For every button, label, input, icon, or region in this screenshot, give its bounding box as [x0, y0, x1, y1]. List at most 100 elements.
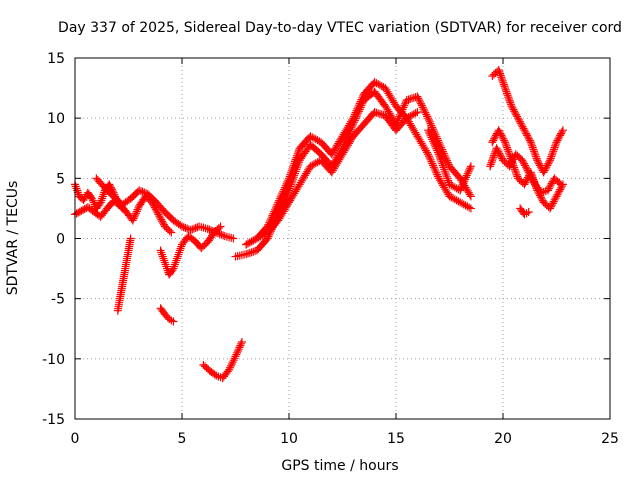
- data-point: [232, 350, 241, 359]
- data-point: [422, 110, 431, 119]
- data-point: [507, 158, 516, 167]
- data-point: [556, 131, 565, 140]
- data-point: [88, 194, 97, 203]
- data-point: [237, 337, 246, 346]
- data-point: [534, 158, 543, 167]
- data-point: [306, 162, 315, 171]
- x-tick-label: 0: [71, 431, 80, 447]
- data-point: [508, 157, 517, 166]
- data-point: [457, 199, 466, 208]
- data-point: [374, 109, 383, 118]
- data-point: [132, 207, 141, 216]
- data-point: [425, 153, 434, 162]
- data-point: [521, 163, 530, 172]
- data-point: [425, 129, 434, 138]
- data-point: [431, 166, 440, 175]
- y-tick-label: 15: [47, 51, 65, 67]
- data-point: [432, 132, 441, 141]
- data-point: [313, 136, 322, 145]
- data-point: [433, 146, 442, 155]
- data-point: [524, 134, 533, 143]
- data-point: [531, 152, 540, 161]
- data-point: [152, 206, 161, 215]
- data-point: [413, 92, 422, 101]
- data-point: [424, 152, 433, 161]
- data-point: [466, 164, 475, 173]
- data-point: [540, 166, 549, 175]
- data-point: [249, 236, 258, 245]
- data-point: [189, 224, 198, 233]
- data-point: [156, 246, 165, 255]
- data-point: [170, 262, 179, 271]
- x-tick-label: 10: [280, 431, 298, 447]
- data-point: [510, 165, 519, 174]
- data-point: [435, 152, 444, 161]
- data-point: [131, 211, 140, 220]
- data-point: [247, 248, 256, 257]
- data-point: [543, 186, 552, 195]
- data-point: [505, 150, 514, 159]
- data-point: [98, 194, 107, 203]
- data-point: [494, 66, 503, 75]
- data-point: [438, 161, 447, 170]
- data-point: [521, 178, 530, 187]
- data-point: [169, 317, 178, 326]
- data-point: [546, 156, 555, 165]
- data-point: [169, 264, 178, 273]
- data-point: [429, 137, 438, 146]
- data-point: [375, 109, 384, 118]
- data-point: [507, 102, 516, 111]
- data-point: [439, 149, 448, 158]
- data-point: [135, 186, 144, 195]
- data-point: [292, 165, 301, 174]
- data-point: [488, 138, 497, 147]
- data-point: [291, 169, 300, 178]
- data-point: [181, 223, 190, 232]
- data-point: [550, 195, 559, 204]
- data-point: [136, 187, 145, 196]
- data-point: [170, 260, 179, 269]
- data-point: [289, 175, 298, 184]
- data-point: [550, 143, 559, 152]
- data-point: [400, 101, 409, 110]
- data-point: [549, 147, 558, 156]
- data-point: [428, 135, 437, 144]
- data-point: [431, 142, 440, 151]
- data-point: [160, 256, 169, 265]
- data-point: [499, 80, 508, 89]
- sat-trace-d: [113, 234, 135, 315]
- data-point: [444, 176, 453, 185]
- data-point: [541, 164, 550, 173]
- data-point: [228, 358, 237, 367]
- data-point: [552, 138, 561, 147]
- data-point: [404, 113, 413, 122]
- data-point: [88, 196, 97, 205]
- data-point: [243, 249, 252, 258]
- data-point: [498, 76, 507, 85]
- data-point: [440, 167, 449, 176]
- data-point: [176, 221, 185, 230]
- data-point: [438, 147, 447, 156]
- data-point: [377, 82, 386, 91]
- data-point: [402, 114, 411, 123]
- data-point: [72, 184, 81, 193]
- data-point: [227, 233, 236, 242]
- data-point: [199, 223, 208, 232]
- data-point: [433, 148, 442, 157]
- data-point: [549, 145, 558, 154]
- data-point: [175, 246, 184, 255]
- data-point: [408, 111, 417, 120]
- data-point: [286, 182, 295, 191]
- data-point: [89, 198, 98, 207]
- data-point: [275, 196, 284, 205]
- x-tick-label: 5: [178, 431, 187, 447]
- data-point: [463, 202, 472, 211]
- data-point: [546, 181, 555, 190]
- data-point: [488, 156, 497, 165]
- data-point: [427, 133, 436, 142]
- data-point: [465, 203, 474, 212]
- data-point: [528, 143, 537, 152]
- data-point: [277, 190, 286, 199]
- data-point: [501, 138, 510, 147]
